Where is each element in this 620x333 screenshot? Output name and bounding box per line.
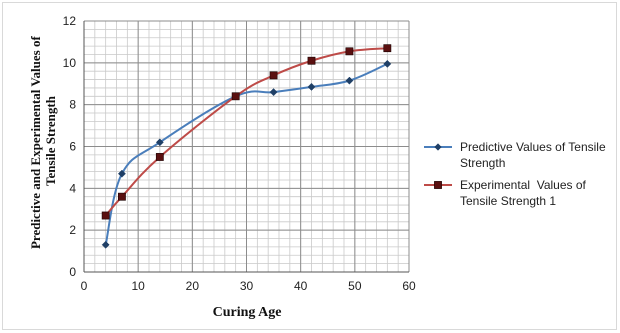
x-tick-label: 0 <box>81 279 88 293</box>
data-point-square <box>231 92 240 101</box>
legend-label-1: Predictive Values of Tensile <box>460 140 606 154</box>
y-tick-label: 10 <box>63 56 77 70</box>
x-tick-label: 60 <box>402 279 416 293</box>
y-tick-label: 4 <box>69 181 76 195</box>
y-tick-label: 6 <box>69 140 76 154</box>
y-axis-title-line-2: Tensile Strength <box>43 95 58 186</box>
data-point-square <box>383 44 392 53</box>
data-point-diamond <box>117 169 126 178</box>
data-point-square <box>101 211 110 220</box>
legend-label-2: Experimental Values of <box>460 178 587 192</box>
legend-label-1: Strength <box>460 156 505 170</box>
x-tick-label: 20 <box>186 279 200 293</box>
data-point-diamond <box>383 59 392 68</box>
y-axis-title-line-1: Predictive and Experimental Values of <box>28 36 43 249</box>
y-tick-label: 0 <box>69 265 76 279</box>
x-tick-label: 50 <box>348 279 362 293</box>
data-point-diamond <box>155 138 164 147</box>
chart-frame <box>2 2 617 330</box>
axes <box>83 21 409 273</box>
grid <box>83 20 410 273</box>
y-tick-label: 2 <box>69 223 76 237</box>
y-tick-label: 8 <box>69 98 76 112</box>
legend: Predictive Values of Tensile Strength Expe… <box>424 140 606 208</box>
series-group <box>101 44 392 249</box>
legend-marker-square <box>434 181 442 189</box>
x-tick-label: 30 <box>240 279 254 293</box>
tick-labels: 0 10 20 30 40 50 60 0 2 4 6 8 10 12 <box>63 14 416 293</box>
data-point-square <box>307 56 316 65</box>
y-tick-label: 12 <box>63 14 77 28</box>
legend-marker-diamond <box>434 143 442 151</box>
data-point-diamond <box>101 240 110 249</box>
data-point-square <box>269 71 278 80</box>
legend-label-2: Tensile Strength 1 <box>460 194 556 208</box>
data-point-square <box>345 47 354 56</box>
x-axis-title: Curing Age <box>213 305 282 320</box>
x-tick-label: 40 <box>294 279 308 293</box>
data-point-diamond <box>307 82 316 91</box>
data-point-square <box>118 192 126 201</box>
series-line-2 <box>104 47 388 217</box>
x-tick-label: 10 <box>131 279 145 293</box>
data-point-square <box>155 153 164 161</box>
y-axis-title: Predictive and Experimental Values of Te… <box>28 33 58 249</box>
data-point-diamond <box>345 76 354 85</box>
data-point-diamond <box>269 88 278 97</box>
